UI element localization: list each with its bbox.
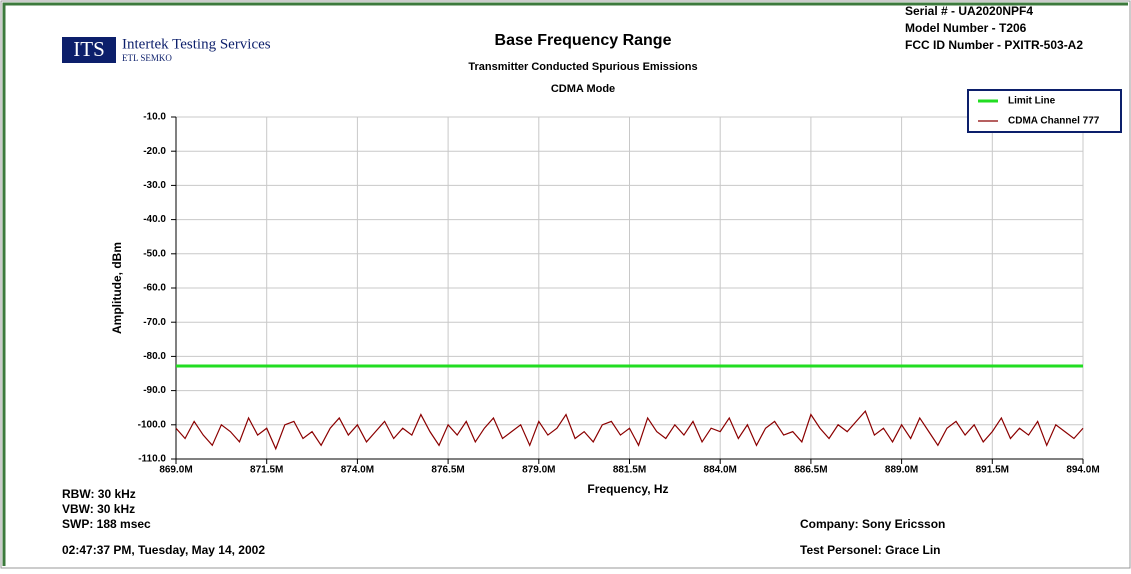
chart-subtitle: Transmitter Conducted Spurious Emissions (468, 61, 697, 73)
x-tick-label: 891.5M (976, 465, 1009, 476)
y-tick-label: -80.0 (143, 351, 166, 362)
legend-label: CDMA Channel 777 (1008, 116, 1100, 127)
chart-subtitle: CDMA Mode (551, 83, 615, 95)
y-tick-label: -60.0 (143, 283, 166, 294)
series-line (175, 409, 1084, 451)
footer-left: 02:47:37 PM, Tuesday, May 14, 2002 (62, 543, 265, 557)
x-tick-label: 884.0M (704, 465, 737, 476)
logo-name: Intertek Testing Services (122, 36, 271, 52)
info-line: Model Number - T206 (905, 21, 1027, 35)
logo-mark: ITS (73, 37, 105, 61)
x-axis-label: Frequency, Hz (587, 482, 668, 496)
footer-left: SWP: 188 msec (62, 517, 151, 531)
x-tick-label: 871.5M (250, 465, 283, 476)
footer-left: VBW: 30 kHz (62, 502, 135, 516)
logo-box (62, 37, 116, 63)
legend-label: Limit Line (1008, 96, 1056, 107)
info-line: FCC ID Number - PXITR-503-A2 (905, 38, 1083, 52)
y-tick-label: -100.0 (138, 419, 167, 430)
legend-box (967, 89, 1122, 133)
y-tick-label: -10.0 (143, 112, 166, 123)
legend: Limit Line CDMA Channel 777 (967, 89, 1122, 133)
x-tick-label: 881.5M (613, 465, 646, 476)
y-tick-label: -30.0 (143, 180, 166, 191)
y-tick-label: -20.0 (143, 146, 166, 157)
logo-sub: ETL SEMKO (122, 53, 172, 63)
y-tick-label: -40.0 (143, 214, 166, 225)
x-tick-label: 874.0M (341, 465, 374, 476)
y-tick-label: -70.0 (143, 317, 166, 328)
x-tick-label: 894.0M (1066, 465, 1099, 476)
y-tick-label: -110.0 (138, 454, 166, 465)
x-tick-label: 879.0M (522, 465, 555, 476)
y-axis-label: Amplitude, dBm (110, 242, 124, 334)
footer-right: Company: Sony Ericsson (800, 517, 945, 531)
info-line: Serial # - UA2020NPF4 (905, 4, 1033, 18)
chart-title: Base Frequency Range (495, 32, 672, 49)
window-border (2, 2, 1128, 566)
x-tick-label: 889.0M (885, 465, 918, 476)
footer-left: RBW: 30 kHz (62, 487, 136, 501)
x-tick-label: 869.0M (159, 465, 192, 476)
x-tick-label: 876.5M (431, 465, 464, 476)
footer-right: Test Personel: Grace Lin (800, 543, 941, 557)
y-tick-label: -50.0 (143, 248, 166, 259)
x-tick-label: 886.5M (794, 465, 827, 476)
y-tick-label: -90.0 (143, 385, 166, 396)
